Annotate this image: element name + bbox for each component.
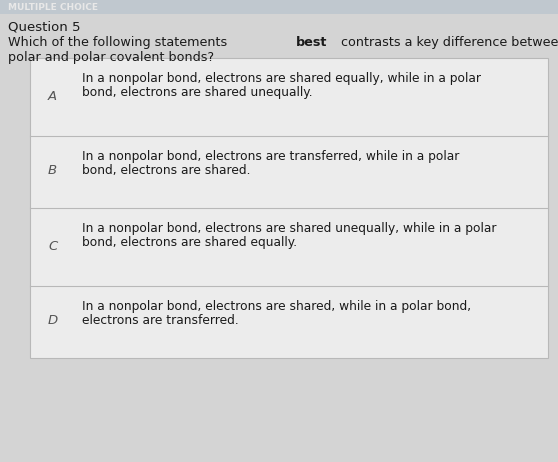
Text: Which of the following statements: Which of the following statements	[8, 36, 231, 49]
Text: electrons are transferred.: electrons are transferred.	[82, 314, 239, 327]
Text: Question 5: Question 5	[8, 20, 80, 33]
Text: bond, electrons are shared equally.: bond, electrons are shared equally.	[82, 236, 297, 249]
FancyBboxPatch shape	[30, 58, 548, 358]
Text: B: B	[48, 164, 57, 177]
Text: MULTIPLE CHOICE: MULTIPLE CHOICE	[8, 2, 98, 12]
Text: A: A	[48, 90, 57, 103]
Text: In a nonpolar bond, electrons are shared equally, while in a polar: In a nonpolar bond, electrons are shared…	[82, 72, 481, 85]
Text: In a nonpolar bond, electrons are shared unequally, while in a polar: In a nonpolar bond, electrons are shared…	[82, 222, 497, 235]
Text: contrasts a key difference between non: contrasts a key difference between non	[336, 36, 558, 49]
Text: C: C	[48, 239, 57, 253]
Text: bond, electrons are shared unequally.: bond, electrons are shared unequally.	[82, 86, 312, 99]
Text: In a nonpolar bond, electrons are shared, while in a polar bond,: In a nonpolar bond, electrons are shared…	[82, 300, 471, 313]
Text: In a nonpolar bond, electrons are transferred, while in a polar: In a nonpolar bond, electrons are transf…	[82, 150, 459, 163]
Text: D: D	[48, 315, 58, 328]
FancyBboxPatch shape	[0, 0, 558, 14]
Text: bond, electrons are shared.: bond, electrons are shared.	[82, 164, 251, 177]
Text: polar and polar covalent bonds?: polar and polar covalent bonds?	[8, 51, 214, 64]
Text: best: best	[296, 36, 328, 49]
